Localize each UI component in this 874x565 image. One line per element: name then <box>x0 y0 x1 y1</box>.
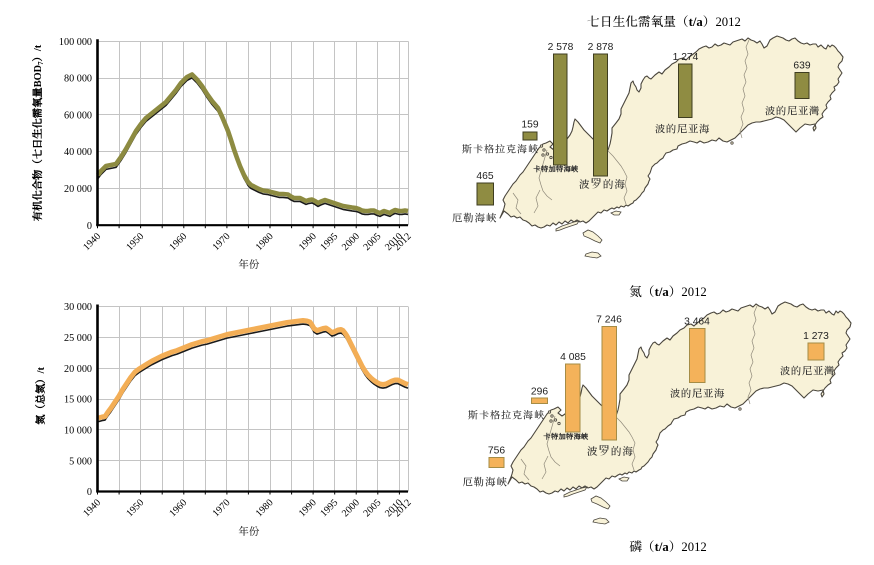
svg-text:卡特加特海峽: 卡特加特海峽 <box>534 165 579 174</box>
svg-text:波的尼亚灣: 波的尼亚灣 <box>765 106 820 118</box>
svg-text:756: 756 <box>488 446 505 457</box>
svg-text:20 000: 20 000 <box>64 184 92 195</box>
svg-text:2 878: 2 878 <box>588 42 614 53</box>
svg-text:80 000: 80 000 <box>64 74 92 85</box>
svg-text:30 000: 30 000 <box>64 302 92 313</box>
svg-text:60 000: 60 000 <box>64 110 92 121</box>
svg-text:2 578: 2 578 <box>548 42 574 53</box>
svg-text:波的尼亚灣: 波的尼亚灣 <box>780 366 835 378</box>
svg-text:159: 159 <box>521 120 538 131</box>
svg-text:波的尼亚海: 波的尼亚海 <box>655 124 710 136</box>
svg-text:0: 0 <box>87 221 92 232</box>
svg-text:卡特加特海峽: 卡特加特海峽 <box>544 432 589 441</box>
svg-text:七日生化需氧量（t/a）2012: 七日生化需氧量（t/a）2012 <box>587 15 741 29</box>
svg-text:斯卡格拉克海峽: 斯卡格拉克海峽 <box>461 144 539 156</box>
svg-text:4 085: 4 085 <box>560 352 586 363</box>
svg-text:夕: 夕 <box>592 181 601 190</box>
svg-text:厄勒海峽: 厄勒海峽 <box>452 213 497 225</box>
svg-text:氮（总氮）/t: 氮（总氮）/t <box>34 367 47 426</box>
svg-text:3 464: 3 464 <box>684 317 710 328</box>
svg-text:465: 465 <box>476 171 493 182</box>
svg-text:海: 海 <box>614 178 626 191</box>
svg-text:1 273: 1 273 <box>803 331 829 342</box>
svg-text:15 000: 15 000 <box>64 395 92 406</box>
svg-text:波: 波 <box>579 179 591 191</box>
svg-text:25 000: 25 000 <box>64 333 92 344</box>
svg-text:5 000: 5 000 <box>69 456 92 467</box>
svg-text:10 000: 10 000 <box>64 425 92 436</box>
svg-text:斯卡格拉克海峽: 斯卡格拉克海峽 <box>467 410 545 422</box>
svg-text:的: 的 <box>611 446 623 458</box>
svg-text:波的尼亚海: 波的尼亚海 <box>670 388 725 400</box>
svg-text:1 274: 1 274 <box>673 52 699 63</box>
svg-text:四: 四 <box>591 177 602 184</box>
svg-text:7 246: 7 246 <box>596 315 622 326</box>
svg-text:波: 波 <box>587 446 599 458</box>
svg-text:氮（t/a）2012: 氮（t/a）2012 <box>629 285 707 299</box>
svg-text:年份: 年份 <box>239 525 260 538</box>
svg-text:20 000: 20 000 <box>64 364 92 375</box>
svg-text:0: 0 <box>87 487 92 498</box>
svg-text:夕: 夕 <box>600 448 609 457</box>
svg-text:磷（t/a）2012: 磷（t/a）2012 <box>629 540 707 554</box>
svg-text:639: 639 <box>793 61 810 72</box>
svg-text:的: 的 <box>603 179 615 191</box>
svg-text:100 000: 100 000 <box>59 37 92 48</box>
svg-text:40 000: 40 000 <box>64 147 92 158</box>
svg-text:海: 海 <box>622 445 634 458</box>
svg-text:年份: 年份 <box>239 258 260 271</box>
svg-text:296: 296 <box>531 387 548 398</box>
svg-text:四: 四 <box>599 444 610 451</box>
svg-text:厄勒海峽: 厄勒海峽 <box>463 477 508 489</box>
svg-text:有机化合物（七日生化需氧量BOD7）/t: 有机化合物（七日生化需氧量BOD7）/t <box>31 44 45 221</box>
